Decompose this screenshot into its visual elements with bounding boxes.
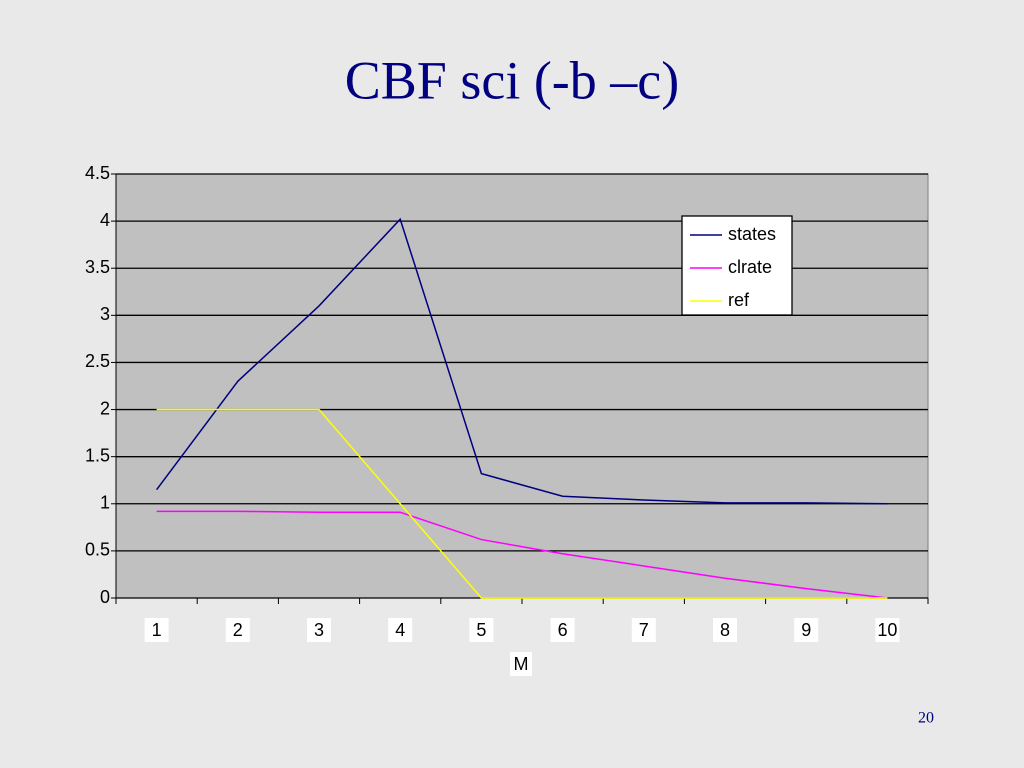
x-label-bg: [794, 618, 819, 642]
y-tick-label: 4: [100, 210, 110, 230]
x-tick-label: 6: [558, 620, 568, 640]
plot-area: [115, 173, 929, 599]
x-tick-label: 3: [314, 620, 324, 640]
x-label-bg: [225, 618, 250, 642]
chart-title: CBF sci (-b –c): [345, 50, 679, 110]
x-tick-label: 7: [639, 620, 649, 640]
y-tick-label: 4.5: [85, 163, 110, 183]
y-tick-label: 1.5: [85, 445, 110, 465]
y-tick-label: 1: [100, 493, 110, 513]
x-tick-label: 4: [395, 620, 405, 640]
x-label-bg: [550, 618, 575, 642]
x-tick-label: 1: [152, 620, 162, 640]
y-tick-label: 2: [100, 398, 110, 418]
legend-label: clrate: [728, 257, 772, 277]
y-tick-label: 3.5: [85, 257, 110, 277]
x-tick-label: 2: [233, 620, 243, 640]
x-axis-title: M: [514, 654, 529, 674]
legend-box: [681, 215, 793, 316]
legend-label: states: [728, 224, 776, 244]
x-label-bg: [388, 618, 413, 642]
y-tick-label: 3: [100, 304, 110, 324]
x-title-bg: [510, 652, 532, 676]
y-tick-label: 0.5: [85, 540, 110, 560]
x-label-bg: [875, 618, 900, 642]
y-tick-label: 0: [100, 587, 110, 607]
x-tick-label: 10: [877, 620, 897, 640]
x-label-bg: [631, 618, 656, 642]
series-line: [156, 408, 888, 599]
x-label-bg: [713, 618, 737, 642]
x-tick-label: 9: [801, 620, 811, 640]
page-number: 20: [918, 710, 934, 727]
x-tick-label: 5: [476, 620, 486, 640]
x-tick-label: 8: [720, 620, 730, 640]
legend-label: ref: [728, 290, 750, 310]
x-label-bg: [144, 618, 169, 642]
x-label-bg: [307, 618, 331, 642]
x-label-bg: [469, 618, 494, 642]
y-tick-label: 2.5: [85, 351, 110, 371]
series-line: [155, 217, 888, 505]
series-line: [156, 510, 888, 599]
